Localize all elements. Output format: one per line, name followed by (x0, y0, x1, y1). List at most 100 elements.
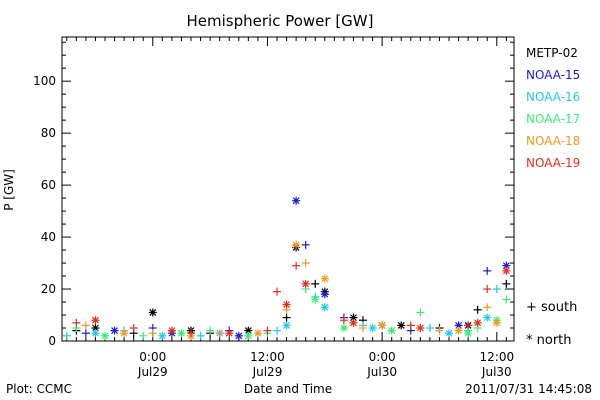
north-marker (225, 329, 234, 338)
legend-entry: NOAA-17 (526, 112, 580, 126)
north-marker (416, 324, 425, 333)
south-marker (282, 313, 291, 322)
x-tick-label-time: 0:00 (369, 350, 396, 364)
south-marker (72, 318, 81, 327)
north-marker (320, 274, 329, 283)
north-marker (378, 321, 387, 330)
south-marker (483, 266, 492, 275)
footer-plot-credit: Plot: CCMC (6, 382, 72, 396)
x-tick-label-time: 12:00 (480, 350, 515, 364)
marker-legend-entry: + south (526, 300, 577, 315)
north-marker (244, 331, 253, 340)
chart-title: Hemispheric Power [GW] (187, 12, 374, 30)
marker-legend: + south * north (526, 300, 577, 348)
north-marker (454, 326, 463, 335)
south-marker (483, 285, 492, 294)
x-axis-label: Date and Time (244, 382, 332, 396)
north-marker (483, 313, 492, 322)
north-marker (387, 326, 396, 335)
south-marker (62, 331, 71, 340)
north-marker (320, 303, 329, 312)
north-marker (397, 321, 406, 330)
south-marker (292, 261, 301, 270)
north-marker (464, 329, 473, 338)
south-marker (187, 329, 196, 338)
legend-entry: METP-02 (526, 46, 578, 60)
south-marker (483, 303, 492, 312)
south-marker (502, 279, 511, 288)
south-marker (273, 287, 282, 296)
footer-timestamp: 2011/07/31 14:45:08 (465, 382, 592, 396)
south-marker (359, 324, 368, 333)
north-marker (473, 318, 482, 327)
north-marker (110, 326, 119, 335)
x-tick-label-date: Jul29 (252, 365, 283, 379)
y-tick-label: 20 (41, 282, 56, 296)
south-marker (263, 326, 272, 335)
legend-entry: NOAA-16 (526, 90, 580, 104)
north-marker (158, 331, 167, 340)
y-axis-label: P [GW] (2, 169, 16, 211)
south-marker (215, 329, 224, 338)
south-marker (416, 308, 425, 317)
legend: METP-02 NOAA-15 NOAA-16 NOAA-17 NOAA-18 NOAA-… (526, 46, 580, 170)
north-marker (502, 266, 511, 275)
north-marker (177, 329, 186, 338)
x-tick-label-date: Jul30 (366, 365, 397, 379)
south-marker (301, 240, 310, 249)
north-marker (101, 331, 110, 340)
north-marker (120, 329, 129, 338)
north-marker (167, 326, 176, 335)
y-tick-label: 0 (48, 334, 56, 348)
y-tick-label: 80 (41, 126, 56, 140)
south-marker (148, 329, 157, 338)
north-marker (91, 329, 100, 338)
south-marker (406, 321, 415, 330)
south-marker (273, 326, 282, 335)
north-marker (320, 290, 329, 299)
north-marker (339, 324, 348, 333)
marker-legend-entry: * north (526, 333, 572, 348)
y-tick-label: 60 (41, 178, 56, 192)
y-axis: 0 20 40 60 80 100 (33, 41, 514, 348)
plot-frame (61, 36, 515, 342)
north-marker (282, 300, 291, 309)
north-marker (445, 329, 454, 338)
south-marker (206, 326, 215, 335)
south-marker (502, 295, 511, 304)
north-marker (234, 331, 243, 340)
north-marker (292, 240, 301, 249)
north-marker (368, 324, 377, 333)
south-marker (425, 324, 434, 333)
south-marker (196, 331, 205, 340)
south-marker (81, 321, 90, 330)
legend-entry: NOAA-18 (526, 134, 580, 148)
north-marker (244, 326, 253, 335)
south-marker (81, 329, 90, 338)
x-tick-label-date: Jul29 (137, 365, 168, 379)
north-marker (253, 329, 262, 338)
south-marker (435, 326, 444, 335)
x-tick-label-time: 0:00 (139, 350, 166, 364)
legend-entry: NOAA-19 (526, 156, 580, 170)
south-marker (129, 324, 138, 333)
x-tick-label-time: 12:00 (250, 350, 285, 364)
y-tick-label: 40 (41, 230, 56, 244)
north-marker (301, 279, 310, 288)
legend-entry: NOAA-15 (526, 68, 580, 82)
y-tick-label: 100 (33, 74, 56, 88)
south-marker (339, 316, 348, 325)
south-marker (311, 279, 320, 288)
south-marker (464, 321, 473, 330)
x-tick-label-date: Jul30 (481, 365, 512, 379)
north-marker (292, 196, 301, 205)
north-marker (148, 308, 157, 317)
south-marker (139, 331, 148, 340)
south-marker (492, 285, 501, 294)
north-marker (492, 318, 501, 327)
north-marker (349, 318, 358, 327)
south-marker (301, 259, 310, 268)
